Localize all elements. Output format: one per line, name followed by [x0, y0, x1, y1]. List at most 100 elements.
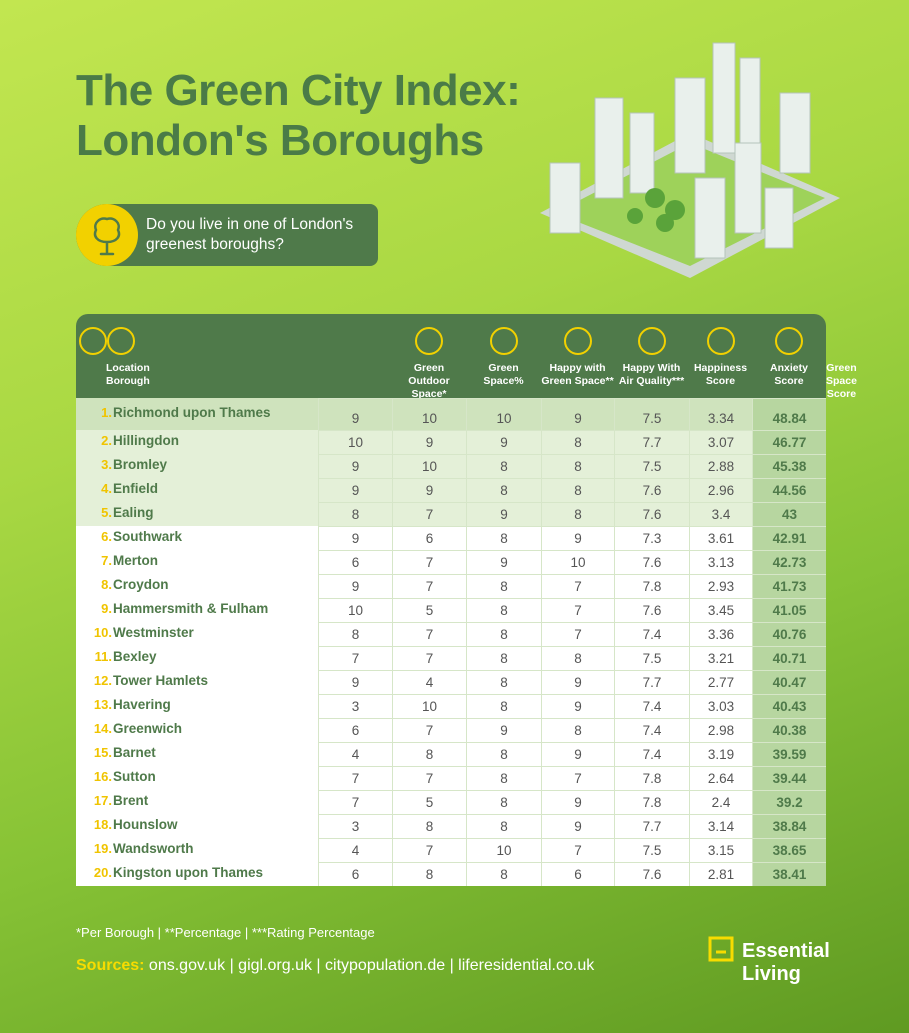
value-cell: 4 [392, 670, 466, 694]
borough-name: Hillingdon [113, 433, 179, 448]
value-cell: 3.19 [689, 742, 752, 766]
column-icon [563, 327, 592, 355]
callout: Do you live in one of London's greenest … [76, 204, 378, 266]
value-cell: 7 [392, 622, 466, 646]
table-row: 7. Merton 6 7 9 10 7.6 3.13 42.73 [76, 550, 826, 574]
value-cell: 8 [466, 454, 541, 478]
value-cell: 10 [392, 694, 466, 718]
value-cell: 10 [392, 454, 466, 478]
table-row: 15. Barnet 4 8 8 9 7.4 3.19 39.59 [76, 742, 826, 766]
score-cell: 39.59 [752, 742, 826, 766]
table-row: 6. Southwark 9 6 8 9 7.3 3.61 42.91 [76, 526, 826, 550]
value-cell: 8 [392, 742, 466, 766]
value-cell: 5 [392, 598, 466, 622]
table-row: 9. Hammersmith & Fulham 10 5 8 7 7.6 3.45 41.05 [76, 598, 826, 622]
score-cell: 40.43 [752, 694, 826, 718]
borough-name: Wandsworth [113, 841, 194, 856]
column-icon [706, 327, 735, 355]
value-cell: 9 [466, 718, 541, 742]
value-cell: 7.5 [614, 398, 689, 430]
value-cell: 6 [318, 718, 392, 742]
value-cell: 7.6 [614, 550, 689, 574]
sources: Sources: ons.gov.uk | gigl.org.uk | city… [76, 957, 594, 975]
value-cell: 10 [318, 430, 392, 454]
table-row: 5. Ealing 8 7 9 8 7.6 3.4 43 [76, 502, 826, 526]
borough-name: Havering [113, 697, 171, 712]
value-cell: 7.8 [614, 766, 689, 790]
rank: 6. [101, 529, 112, 544]
value-cell: 8 [541, 646, 614, 670]
value-cell: 7.7 [614, 430, 689, 454]
borough-name: Hounslow [113, 817, 178, 832]
value-cell: 7 [392, 550, 466, 574]
value-cell: 3.15 [689, 838, 752, 862]
value-cell: 3.07 [689, 430, 752, 454]
value-cell: 2.96 [689, 478, 752, 502]
value-cell: 9 [541, 526, 614, 550]
rank: 19. [93, 841, 112, 856]
value-cell: 3.4 [689, 502, 752, 526]
value-cell: 6 [541, 862, 614, 886]
value-cell: 7 [392, 646, 466, 670]
value-cell: 8 [318, 502, 392, 526]
value-cell: 4 [318, 742, 392, 766]
value-cell: 7.5 [614, 646, 689, 670]
borough-name: Westminster [113, 625, 194, 640]
value-cell: 8 [466, 862, 541, 886]
borough-name: Enfield [113, 481, 159, 496]
score-cell: 42.73 [752, 550, 826, 574]
rank: 14. [93, 721, 112, 736]
borough-name: Barnet [113, 745, 156, 760]
score-cell: 38.84 [752, 814, 826, 838]
value-cell: 8 [466, 574, 541, 598]
value-cell: 7 [318, 766, 392, 790]
city-illustration [540, 42, 840, 278]
score-cell: 46.77 [752, 430, 826, 454]
rank: 9. [101, 601, 112, 616]
value-cell: 9 [541, 694, 614, 718]
value-cell: 9 [541, 742, 614, 766]
value-cell: 7 [318, 646, 392, 670]
column-header: Green Space% [483, 362, 524, 387]
value-cell: 9 [541, 814, 614, 838]
value-cell: 7 [392, 574, 466, 598]
borough-name: Hammersmith & Fulham [113, 601, 269, 616]
value-cell: 7 [392, 766, 466, 790]
table-body: 1. Richmond upon Thames 9 10 10 9 7.5 3.34 48.84… [76, 398, 826, 886]
value-cell: 7.5 [614, 454, 689, 478]
value-cell: 10 [466, 398, 541, 430]
value-cell: 8 [318, 622, 392, 646]
value-cell: 3.21 [689, 646, 752, 670]
value-cell: 8 [466, 766, 541, 790]
score-cell: 38.65 [752, 838, 826, 862]
value-cell: 9 [541, 670, 614, 694]
value-cell: 7 [392, 838, 466, 862]
value-cell: 3 [318, 814, 392, 838]
value-cell: 3.36 [689, 622, 752, 646]
borough-name: Southwark [113, 529, 183, 544]
table-row: 8. Croydon 9 7 8 7 7.8 2.93 41.73 [76, 574, 826, 598]
value-cell: 9 [466, 550, 541, 574]
value-cell: 8 [392, 862, 466, 886]
borough-name: Tower Hamlets [113, 673, 209, 688]
value-cell: 6 [318, 550, 392, 574]
score-cell: 43 [752, 502, 826, 526]
value-cell: 3.03 [689, 694, 752, 718]
value-cell: 3.34 [689, 398, 752, 430]
value-cell: 7.4 [614, 718, 689, 742]
score-cell: 42.91 [752, 526, 826, 550]
rank: 12. [93, 673, 112, 688]
table-row: 1. Richmond upon Thames 9 10 10 9 7.5 3.34 48.84 [76, 398, 826, 430]
borough-name: Greenwich [113, 721, 183, 736]
column-icon [775, 327, 803, 355]
value-cell: 6 [318, 862, 392, 886]
value-cell: 2.64 [689, 766, 752, 790]
logo-text: Essential [742, 940, 830, 962]
value-cell: 7.3 [614, 526, 689, 550]
borough-name: Brent [113, 793, 149, 808]
value-cell: 3.61 [689, 526, 752, 550]
value-cell: 8 [541, 478, 614, 502]
rank: 18. [93, 817, 112, 832]
value-cell: 9 [318, 670, 392, 694]
